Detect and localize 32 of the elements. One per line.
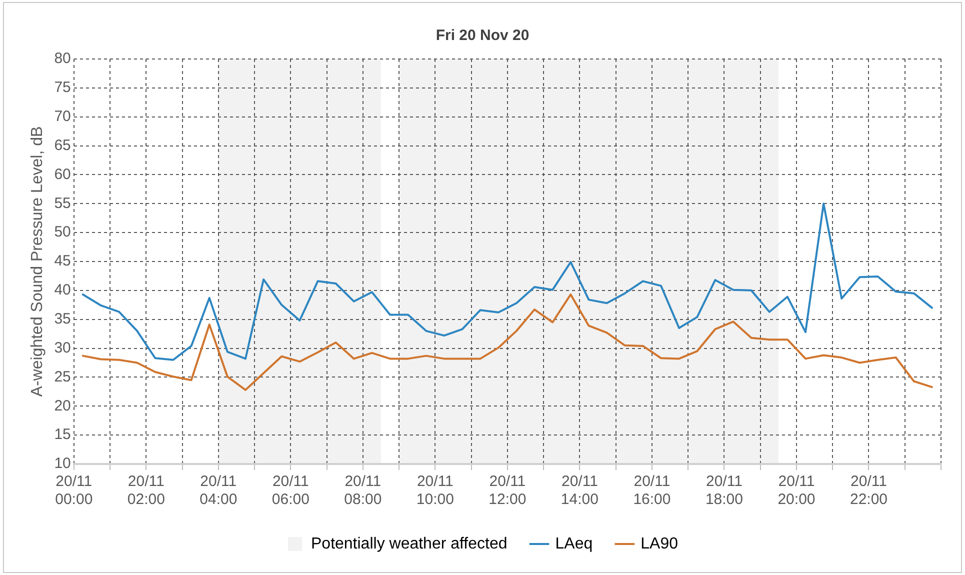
y-tick-label: 15	[54, 426, 71, 444]
x-tick-label: 20/11 14:00	[560, 473, 598, 508]
x-tick-label: 20/11 12:00	[488, 473, 526, 508]
legend-label: Potentially weather affected	[310, 535, 508, 552]
x-tick-label: 20/11 16:00	[633, 473, 671, 508]
y-tick-label: 40	[54, 282, 71, 299]
x-tick-label: 20/11 08:00	[344, 473, 382, 508]
y-tick-label: 50	[54, 224, 71, 241]
x-tick-label: 20/11 02:00	[127, 473, 165, 508]
y-axis-title: A-weighted Sound Pressure Level, dB	[29, 126, 46, 397]
y-tick-label: 35	[54, 310, 71, 328]
legend-label: LA90	[640, 535, 678, 552]
x-tick-label: 20/11 00:00	[55, 473, 93, 508]
x-tick-label: 20/11 18:00	[705, 473, 743, 508]
x-tick-label: 20/11 04:00	[200, 473, 238, 508]
y-tick-label: 25	[54, 368, 71, 386]
y-tick-label: 80	[54, 50, 71, 68]
chart-title: Fri 20 Nov 20	[436, 27, 530, 44]
x-tick-label: 20/11 10:00	[416, 473, 454, 508]
y-tick-label: 45	[54, 252, 71, 270]
y-tick-label: 70	[54, 108, 71, 125]
x-tick-label: 20/11 22:00	[850, 473, 888, 508]
x-tick-label: 20/11 06:00	[272, 473, 310, 508]
y-tick-label: 10	[54, 455, 71, 472]
y-tick-label: 60	[54, 166, 71, 183]
y-tick-label: 65	[54, 136, 71, 154]
y-tick-label: 55	[54, 194, 71, 212]
y-tick-label: 30	[54, 339, 71, 356]
legend-label: LAeq	[555, 535, 593, 552]
y-tick-label: 20	[54, 397, 71, 414]
x-tick-label: 20/11 20:00	[778, 473, 816, 508]
y-tick-label: 75	[54, 79, 71, 96]
